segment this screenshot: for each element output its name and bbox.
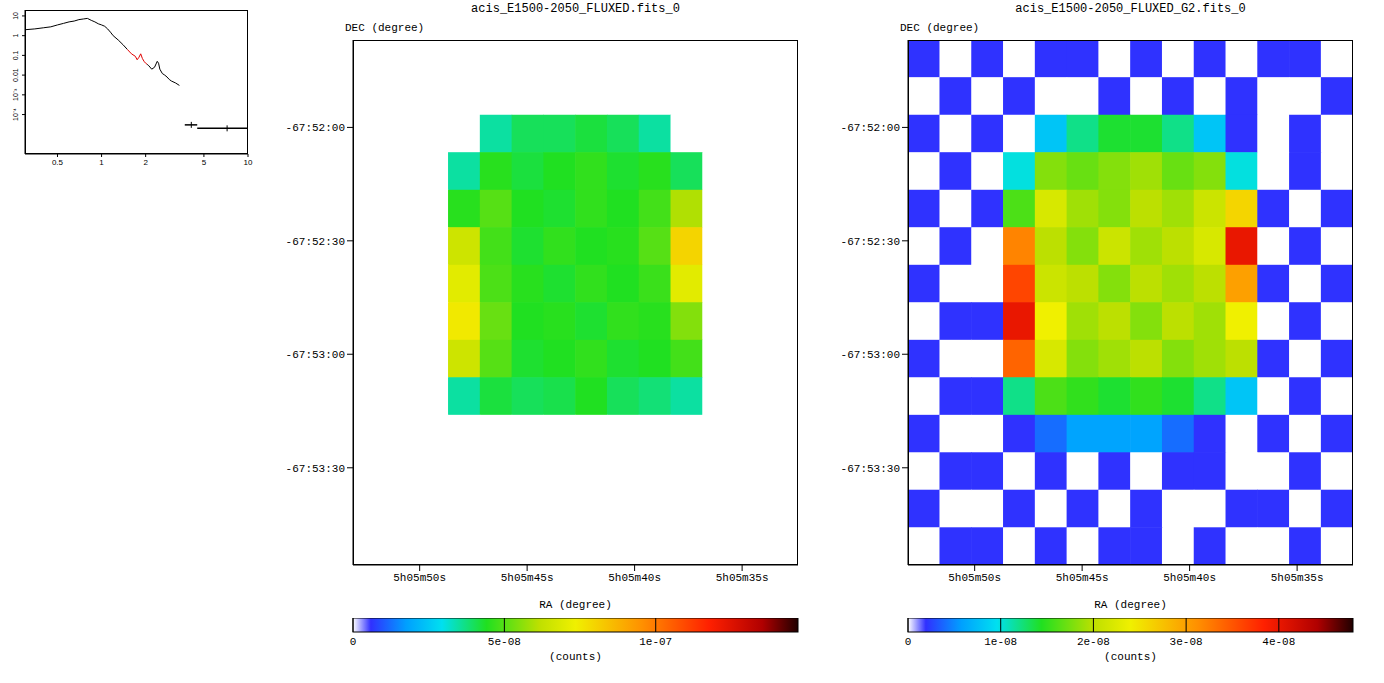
- svg-text:1: 1: [12, 34, 19, 38]
- svg-text:0: 0: [350, 636, 357, 648]
- svg-text:0.1: 0.1: [12, 50, 19, 60]
- svg-text:5h05m35s: 5h05m35s: [1271, 572, 1324, 584]
- svg-text:5h05m35s: 5h05m35s: [716, 572, 769, 584]
- svg-text:5h05m45s: 5h05m45s: [1056, 572, 1109, 584]
- svg-text:5h05m40s: 5h05m40s: [1163, 572, 1216, 584]
- svg-text:5h05m40s: 5h05m40s: [608, 572, 661, 584]
- svg-text:-67:53:00: -67:53:00: [841, 349, 900, 361]
- svg-text:-67:52:30: -67:52:30: [286, 236, 345, 248]
- svg-text:1: 1: [99, 158, 104, 167]
- svg-text:2: 2: [143, 158, 148, 167]
- svg-text:-67:52:00: -67:52:00: [286, 122, 345, 134]
- svg-text:10: 10: [244, 158, 253, 167]
- svg-text:0.5: 0.5: [52, 158, 64, 167]
- svg-text:(counts): (counts): [1104, 651, 1157, 663]
- svg-text:10: 10: [12, 12, 19, 20]
- svg-text:RA (degree): RA (degree): [539, 599, 612, 610]
- svg-text:4e-08: 4e-08: [1262, 636, 1295, 648]
- svg-text:5: 5: [202, 158, 207, 167]
- svg-text:-67:52:00: -67:52:00: [841, 122, 900, 134]
- svg-text:10⁻⁴: 10⁻⁴: [12, 108, 19, 121]
- svg-text:-67:53:30: -67:53:30: [841, 463, 900, 475]
- svg-text:5h05m45s: 5h05m45s: [501, 572, 554, 584]
- html-text:acis_E1500-2050_FLUXED_G2.fits: acis_E1500-2050_FLUXED_G2.fits_0: [1015, 2, 1246, 16]
- svg-text:3e-08: 3e-08: [1170, 636, 1203, 648]
- svg-text:2e-08: 2e-08: [1077, 636, 1110, 648]
- svg-text:5h05m50s: 5h05m50s: [948, 572, 1001, 584]
- svg-text:-67:53:00: -67:53:00: [286, 349, 345, 361]
- svg-text:10⁻³: 10⁻³: [12, 88, 19, 101]
- svg-text:-67:53:30: -67:53:30: [286, 463, 345, 475]
- svg-text:(counts): (counts): [549, 651, 602, 663]
- svg-text:0.01: 0.01: [12, 68, 19, 82]
- svg-text:0: 0: [905, 636, 912, 648]
- html-text:DEC (degree): DEC (degree): [900, 22, 980, 34]
- svg-text:1e-08: 1e-08: [984, 636, 1017, 648]
- svg-text:-67:52:30: -67:52:30: [841, 236, 900, 248]
- svg-text:1e-07: 1e-07: [639, 636, 672, 648]
- html-text:DEC (degree): DEC (degree): [345, 22, 425, 34]
- html-text:acis_E1500-2050_FLUXED.fits_0: acis_E1500-2050_FLUXED.fits_0: [471, 2, 680, 16]
- svg-text:RA (degree): RA (degree): [1094, 599, 1167, 610]
- svg-text:5e-08: 5e-08: [488, 636, 521, 648]
- svg-text:5h05m50s: 5h05m50s: [393, 572, 446, 584]
